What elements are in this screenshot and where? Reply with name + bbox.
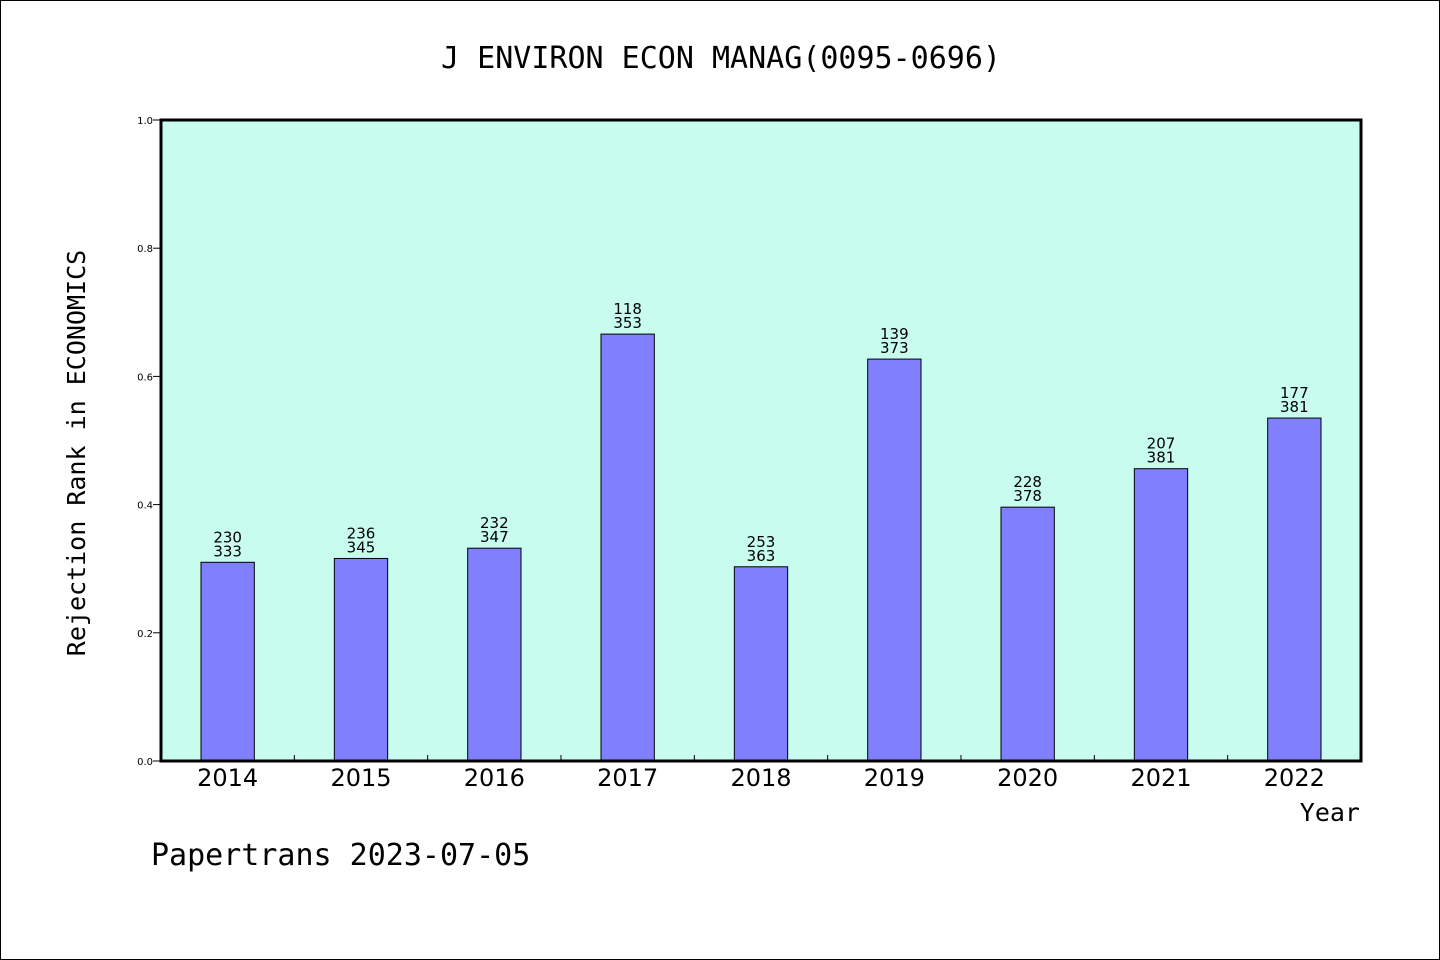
x-tick-label: 2017 [597, 764, 658, 792]
bar-label-top: 177 [1280, 384, 1309, 402]
bar-label-top: 118 [613, 300, 642, 318]
footer-text: Papertrans 2023-07-05 [151, 838, 530, 873]
bar-label-bottom: 333 [213, 542, 242, 560]
plot-border [159, 118, 1363, 763]
chart-title: J ENVIRON ECON MANAG(0095-0696) [441, 41, 1001, 76]
bar-series [200, 333, 1322, 762]
bar [1267, 417, 1322, 762]
x-tick-label: 2016 [464, 764, 525, 792]
bar-label-bottom: 353 [613, 314, 642, 332]
y-tick-label: 0.4 [137, 501, 153, 512]
x-axis-label: Year [1300, 798, 1360, 827]
x-tick-label: 2021 [1130, 764, 1191, 792]
bar-label-group: 2303332363452323471183532533631393732283… [213, 300, 1308, 565]
bar-label-bottom: 345 [347, 538, 376, 556]
bar-label-bottom: 347 [480, 528, 509, 546]
bar-label-top: 236 [347, 524, 376, 542]
bar-label-top: 253 [747, 533, 776, 551]
y-tick-label: 0.6 [137, 372, 153, 383]
bar [1133, 468, 1189, 762]
bar-label-top: 139 [880, 325, 909, 343]
x-tick-label: 2014 [197, 764, 258, 792]
y-tick-label: 0.0 [137, 757, 153, 768]
bar-label-bottom: 381 [1280, 398, 1309, 416]
y-tick-label: 0.8 [137, 244, 153, 255]
x-tick-label: 2022 [1264, 764, 1325, 792]
x-tick-label: 2019 [864, 764, 925, 792]
bar [333, 557, 389, 762]
y-tick-label: 1.0 [137, 116, 153, 127]
bar [867, 358, 922, 762]
bar-label-top: 207 [1147, 435, 1176, 453]
bar [1000, 506, 1055, 762]
y-axis: 0.0 0.2 0.4 0.6 0.8 1.0 [137, 116, 161, 768]
x-tick-label: 2015 [330, 764, 391, 792]
bar [467, 547, 522, 762]
bar [600, 333, 655, 762]
bar-label-top: 228 [1013, 473, 1042, 491]
bar-label-bottom: 381 [1147, 449, 1176, 467]
bar [733, 566, 789, 762]
x-tick-label: 2020 [997, 764, 1058, 792]
bar [200, 561, 255, 762]
y-tick-label: 0.2 [137, 629, 153, 640]
bar-label-bottom: 363 [747, 547, 776, 565]
bar-label-bottom: 373 [880, 339, 909, 357]
y-axis-label: Rejection Rank in ECONOMICS [62, 250, 91, 656]
x-axis: 2014 2015 2016 2017 2018 2019 2020 2021 2022 [197, 755, 1325, 792]
bar-label-top: 232 [480, 514, 509, 532]
bar-label-top: 230 [213, 528, 242, 546]
bar-label-bottom: 378 [1013, 487, 1042, 505]
x-tick-label: 2018 [730, 764, 791, 792]
